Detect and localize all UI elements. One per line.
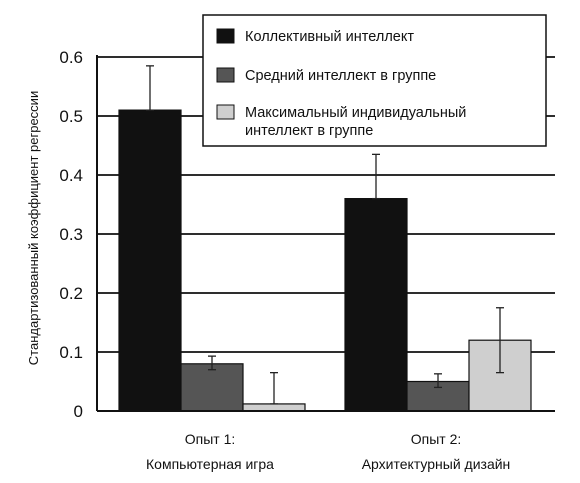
- y-tick-label: 0.6: [59, 48, 83, 67]
- y-tick-label: 0.5: [59, 107, 83, 126]
- bar-1-1: [118, 109, 182, 412]
- y-tick-label: 0.4: [59, 166, 83, 185]
- x-category-label: Архитектурный дизайн: [362, 456, 511, 472]
- legend-swatch: [216, 67, 235, 83]
- legend-label: Коллективный интеллект: [245, 29, 414, 45]
- legend: Коллективный интеллект Средний интеллект …: [202, 14, 547, 147]
- y-tick-label: 0.1: [59, 343, 83, 362]
- legend-label: Средний интеллект в группе: [245, 68, 436, 84]
- legend-swatch: [216, 28, 235, 44]
- bar-3-1: [242, 403, 306, 412]
- legend-label: интеллект в группе: [245, 123, 373, 139]
- y-tick-label: 0.2: [59, 284, 83, 303]
- x-category-label: Опыт 2:: [411, 431, 462, 447]
- bars: [118, 109, 532, 412]
- x-category-label: Компьютерная игра: [146, 456, 274, 472]
- x-category-labels: Опыт 1: Компьютерная игра Опыт 2: Архитекту…: [146, 431, 510, 472]
- y-tick-labels: 0 0.1 0.2 0.3 0.4 0.5 0.6: [59, 48, 83, 421]
- x-category-label: Опыт 1:: [185, 431, 236, 447]
- y-tick-label: 0: [74, 402, 83, 421]
- legend-label: Максимальный индивидуальный: [245, 105, 466, 121]
- bar-2-1: [180, 363, 244, 412]
- legend-swatch: [216, 104, 235, 120]
- error-bars: [146, 65, 504, 405]
- y-axis-label: Стандартизованный коэффициент регрессии: [26, 91, 41, 365]
- axes: [96, 55, 555, 412]
- y-tick-label: 0.3: [59, 225, 83, 244]
- bar-1-2: [344, 198, 408, 412]
- legend-box: [202, 14, 547, 147]
